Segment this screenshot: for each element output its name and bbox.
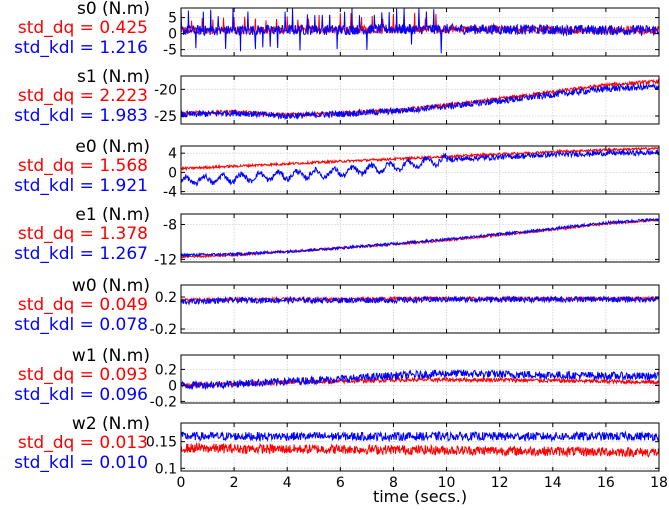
std-dq-label: std_dq = 0.425 — [18, 18, 148, 38]
plot-frame — [180, 75, 660, 125]
series-line-std_kdl — [180, 217, 660, 259]
std-dq-label: std_dq = 0.013 — [18, 433, 148, 453]
subplot-title: e1 (N.m) — [75, 205, 150, 225]
series-line-std_dq — [180, 441, 660, 458]
std-dq-label: std_dq = 1.378 — [18, 224, 148, 244]
x-axis-label: time (secs.) — [373, 487, 467, 506]
y-tick-label: -5 — [163, 43, 177, 59]
subplot-title: w1 (N.m) — [72, 346, 150, 366]
subplot-title: s0 (N.m) — [77, 0, 150, 19]
std-kdl-label: std_kdl = 1.267 — [14, 244, 148, 264]
std-kdl-label: std_kdl = 1.216 — [14, 38, 148, 58]
plot-frame — [180, 213, 660, 263]
series-line-std_kdl — [180, 7, 660, 54]
series-line-std_dq — [180, 146, 660, 172]
std-kdl-label: std_kdl = 0.078 — [14, 315, 148, 335]
subplot-title: w0 (N.m) — [72, 276, 150, 296]
series-line-std_kdl — [180, 430, 660, 443]
series-line-std_kdl — [180, 148, 660, 187]
x-tick-label: 4 — [283, 475, 292, 491]
std-dq-label: std_dq = 2.223 — [18, 86, 148, 106]
x-tick-label: 6 — [336, 475, 345, 491]
y-tick-label: -4 — [163, 185, 177, 201]
y-tick-label: -20 — [154, 82, 177, 98]
y-tick-label: 0.2 — [155, 362, 177, 378]
std-dq-label: std_dq = 0.049 — [18, 295, 148, 315]
x-tick-label: 16 — [597, 475, 615, 491]
y-tick-label: 0 — [168, 165, 177, 181]
x-tick-label: 8 — [389, 475, 398, 491]
y-tick-label: -0.2 — [150, 322, 177, 338]
y-tick-label: 0 — [168, 378, 177, 394]
x-tick-label: 14 — [544, 475, 562, 491]
x-tick-label: 0 — [177, 475, 186, 491]
plot-frame — [180, 7, 660, 57]
x-tick-label: 10 — [438, 475, 456, 491]
y-tick-label: -12 — [154, 252, 177, 268]
y-tick-label: -25 — [154, 109, 177, 125]
y-tick-label: 0 — [168, 27, 177, 43]
plot-frame — [180, 284, 660, 334]
y-tick-label: -0.2 — [150, 394, 177, 410]
series-line-std_kdl — [180, 369, 660, 391]
std-dq-label: std_dq = 1.568 — [18, 156, 148, 176]
y-tick-label: 0.1 — [155, 461, 177, 477]
plot-frame — [180, 145, 660, 195]
std-kdl-label: std_kdl = 1.983 — [14, 106, 148, 126]
y-tick-label: 4 — [168, 146, 177, 162]
std-kdl-label: std_kdl = 0.010 — [14, 453, 148, 473]
y-tick-label: 0.15 — [146, 435, 177, 451]
std-kdl-label: std_kdl = 1.921 — [14, 176, 148, 196]
std-dq-label: std_dq = 0.093 — [18, 365, 148, 385]
subplot-title: e0 (N.m) — [75, 137, 150, 157]
shared-x-axis: 0 2 4 6 8 10 12 14 16 18 — [177, 475, 668, 491]
x-tick-label: 2 — [230, 475, 239, 491]
y-tick-label: 5 — [168, 11, 177, 27]
series-line-std_dq — [180, 78, 660, 118]
plot-frame — [180, 422, 660, 472]
x-tick-label: 18 — [650, 475, 668, 491]
y-tick-label: 0.2 — [155, 290, 177, 306]
y-tick-label: -8 — [163, 217, 177, 233]
x-tick-label: 12 — [491, 475, 509, 491]
series-line-std_kdl — [180, 82, 660, 121]
subplot-title: s1 (N.m) — [77, 67, 150, 87]
plot-frame — [180, 354, 660, 404]
series-line-std_kdl — [180, 295, 660, 306]
std-kdl-label: std_kdl = 0.096 — [14, 385, 148, 405]
subplot-title: w2 (N.m) — [72, 414, 150, 434]
